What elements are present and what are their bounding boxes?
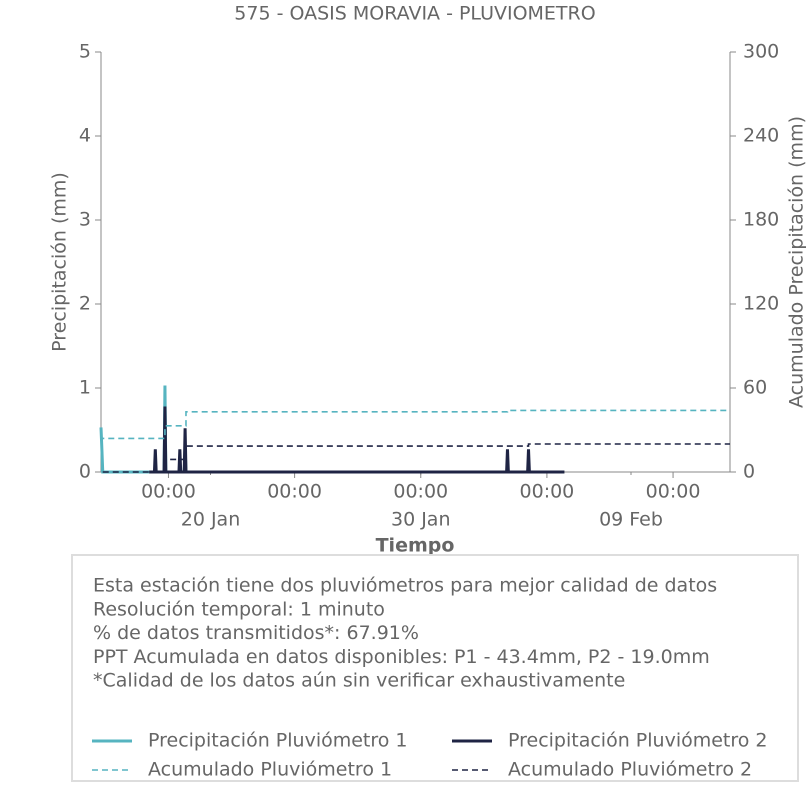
x-tick-label: 00:00 bbox=[646, 481, 701, 503]
y2-tick-label: 300 bbox=[743, 41, 779, 63]
info-box bbox=[71, 554, 799, 782]
note-text: % de datos transmitidos*: 67.91% bbox=[93, 622, 419, 644]
y2-tick-label: 0 bbox=[743, 461, 755, 483]
note-text: *Calidad de los datos aún sin verificar … bbox=[93, 670, 625, 692]
y-tick-label: 0 bbox=[79, 461, 91, 483]
x-tick-label: 00:00 bbox=[393, 481, 448, 503]
x-tick-label: 00:00 bbox=[141, 481, 196, 503]
y2-tick-label: 240 bbox=[743, 125, 779, 147]
x-tick-label: 00:00 bbox=[520, 481, 575, 503]
x-major-tick-label: 30 Jan bbox=[391, 509, 451, 531]
y-tick-label: 4 bbox=[79, 125, 91, 147]
x-tick-label: 00:00 bbox=[267, 481, 322, 503]
cumulative-line bbox=[102, 443, 730, 473]
legend-label: Acumulado Pluviómetro 1 bbox=[148, 759, 392, 781]
note-text: PPT Acumulada en datos disponibles: P1 -… bbox=[93, 646, 710, 668]
chart-title: 575 - OASIS MORAVIA - PLUVIOMETRO bbox=[234, 3, 595, 25]
x-major-tick-label: 20 Jan bbox=[181, 509, 241, 531]
note-text: Esta estación tiene dos pluviómetros par… bbox=[93, 575, 717, 597]
y-axis-label: Precipitación (mm) bbox=[49, 172, 71, 352]
y2-tick-label: 120 bbox=[743, 293, 779, 315]
note-text: Resolución temporal: 1 minuto bbox=[93, 598, 385, 620]
legend-label: Precipitación Pluviómetro 1 bbox=[148, 730, 408, 752]
y-tick-label: 5 bbox=[79, 41, 91, 63]
y-tick-label: 3 bbox=[79, 209, 91, 231]
y-tick-label: 2 bbox=[79, 293, 91, 315]
x-major-tick-label: 09 Feb bbox=[599, 509, 663, 531]
x-axis-label: Tiempo bbox=[376, 535, 455, 557]
cumulative-line bbox=[101, 409, 730, 472]
legend-label: Acumulado Pluviómetro 2 bbox=[508, 759, 752, 781]
y-tick-label: 1 bbox=[79, 377, 91, 399]
legend-label: Precipitación Pluviómetro 2 bbox=[508, 730, 768, 752]
y2-tick-label: 180 bbox=[743, 209, 779, 231]
y2-axis-label: Acumulado Precipitación (mm) bbox=[786, 116, 806, 408]
y2-tick-label: 60 bbox=[743, 377, 767, 399]
